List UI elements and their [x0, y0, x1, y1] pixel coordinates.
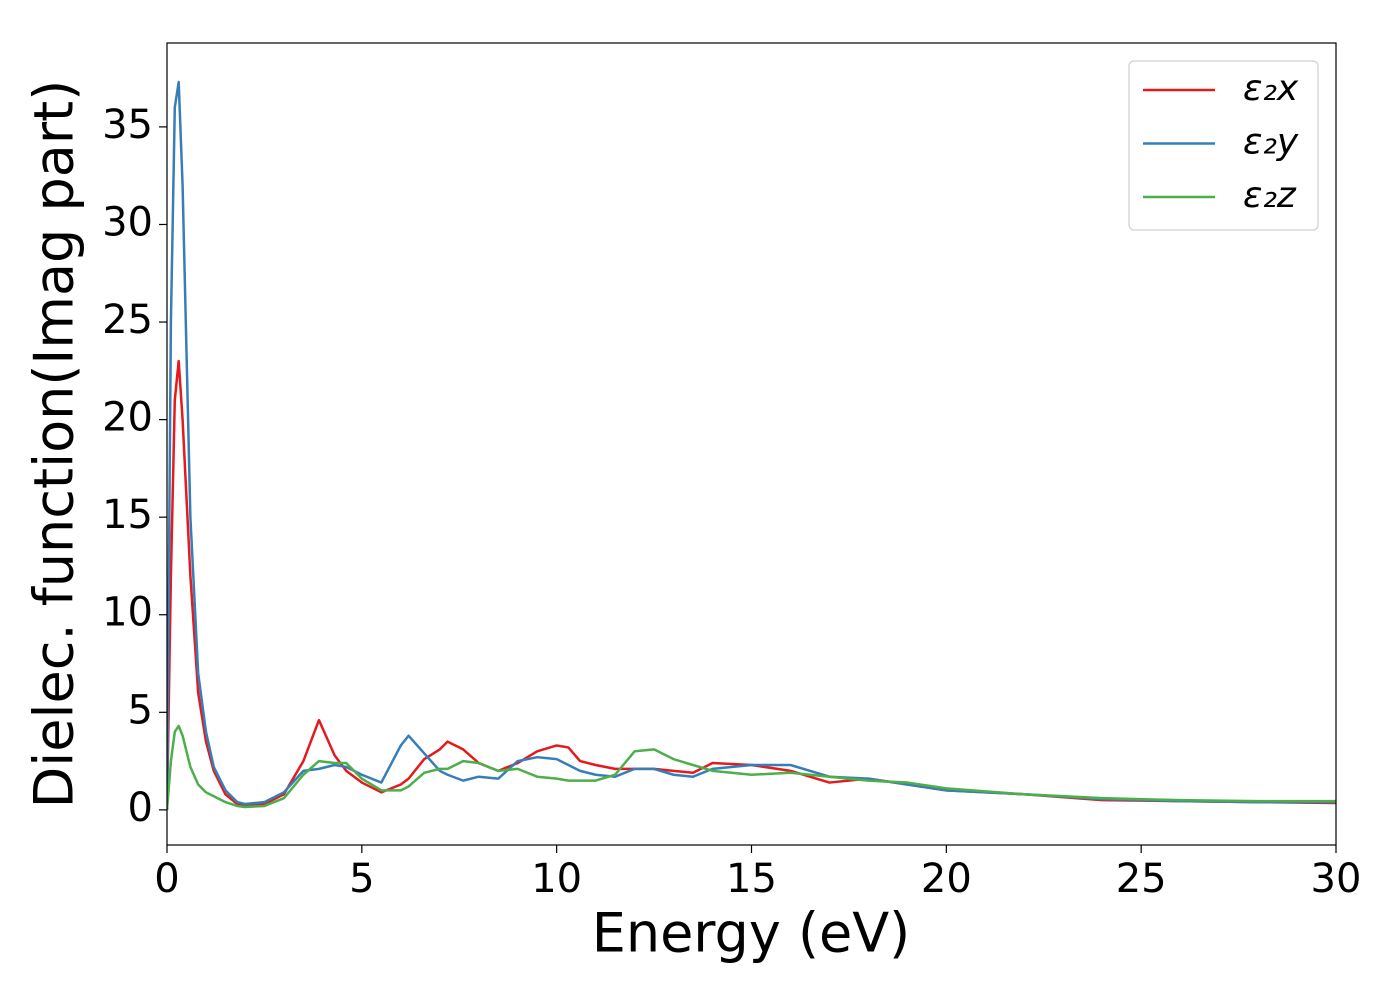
x-axis-label: Energy (eV) — [592, 902, 911, 965]
y-axis-label: Dielec. function(Imag part) — [23, 80, 86, 809]
series-line — [167, 80, 1336, 810]
x-tick-label: 15 — [726, 856, 777, 902]
legend-label: ε₂z — [1243, 175, 1297, 216]
x-tick-label: 20 — [921, 856, 972, 902]
plot-frame — [166, 42, 1337, 846]
series-line — [167, 359, 1336, 810]
legend-label: ε₂x — [1243, 68, 1299, 109]
x-tick-label: 10 — [531, 856, 582, 902]
y-tick-label: 5 — [128, 687, 153, 733]
y-tick-label: 20 — [102, 395, 153, 441]
series-line — [167, 724, 1336, 810]
x-tick-label: 0 — [154, 856, 179, 902]
y-tick-label: 25 — [102, 297, 153, 343]
x-tick-label: 25 — [1116, 856, 1167, 902]
y-tick-label: 35 — [102, 102, 153, 148]
x-tick-label: 30 — [1311, 856, 1362, 902]
legend-box — [1128, 60, 1319, 231]
legend-label: ε₂y — [1243, 122, 1299, 163]
y-tick-label: 15 — [102, 492, 153, 538]
y-tick-label: 0 — [128, 785, 153, 831]
y-tick-label: 10 — [102, 590, 153, 636]
x-tick-label: 5 — [349, 856, 374, 902]
y-tick-label: 30 — [102, 199, 153, 245]
